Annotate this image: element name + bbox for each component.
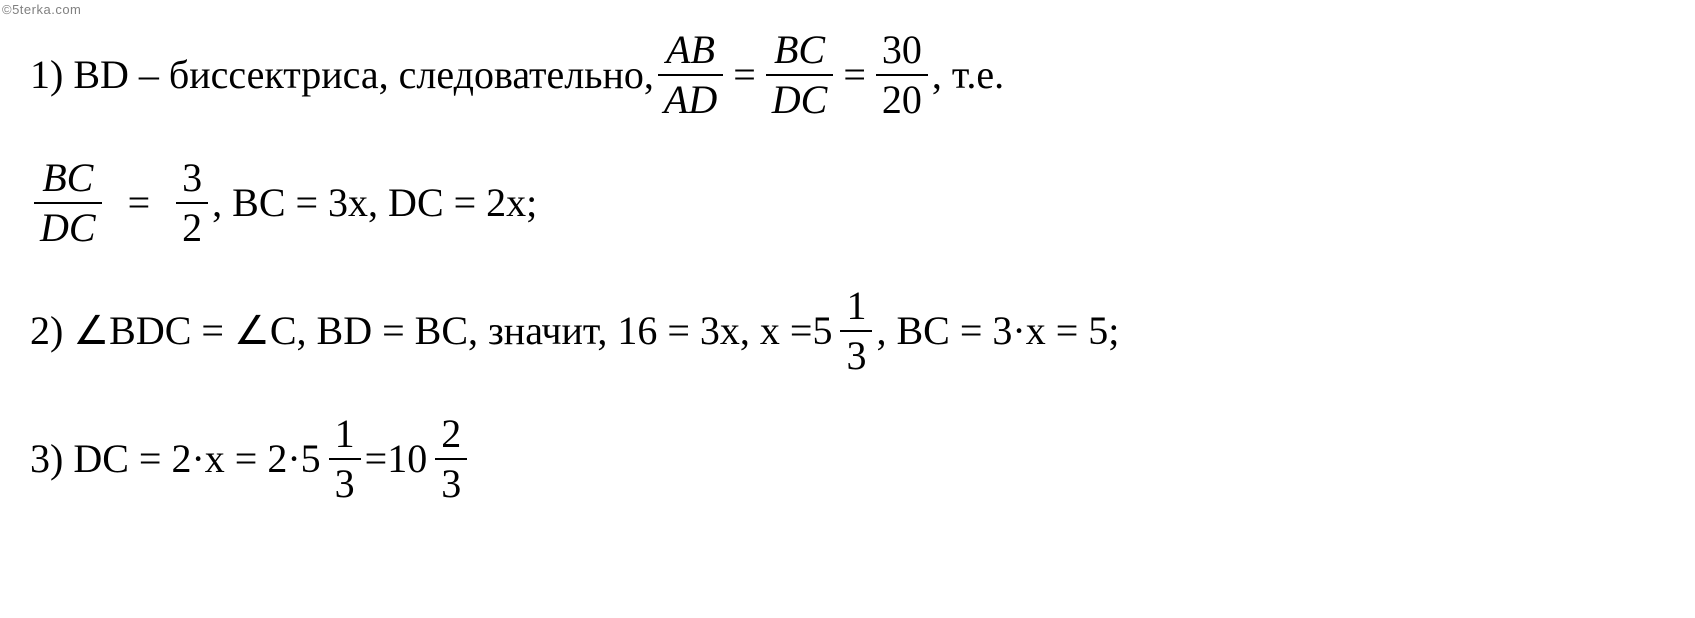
fraction-denominator: 3 [329, 462, 361, 506]
fraction-bar [766, 74, 834, 76]
fraction-denominator: 3 [840, 334, 872, 378]
fraction-numerator: 1 [840, 284, 872, 328]
fraction-bar [876, 74, 928, 76]
mixed-5-1-3: 5 1 3 [812, 284, 876, 378]
step-1-text-prefix: 1) BD – биссектриса, следовательно, [30, 55, 654, 95]
fraction-denominator: AD [658, 78, 723, 122]
fraction-denominator: 3 [435, 462, 467, 506]
watermark-text: ©5terka.com [2, 2, 81, 17]
fraction-bar [176, 202, 208, 204]
fraction-denominator: 2 [176, 206, 208, 250]
fraction-bar [329, 458, 361, 460]
step-2-text-a: 2) ∠BDC = ∠C, BD = BC, значит, 16 = 3x, … [30, 311, 812, 351]
mixed-whole: 5 [301, 439, 321, 479]
step-3-line: 3) DC = 2·x = 2· 5 1 3 = 10 2 3 [30, 412, 1119, 506]
mixed-whole: 10 [387, 439, 427, 479]
fraction-bc-dc: BC DC [766, 28, 834, 122]
fraction-3-2: 3 2 [176, 156, 208, 250]
fraction-numerator: BC [36, 156, 99, 200]
equals-sign: = [128, 183, 151, 223]
step-3-text-a: 3) DC = 2·x = 2· [30, 439, 301, 479]
fraction-numerator: AB [660, 28, 721, 72]
fraction-denominator: DC [766, 78, 834, 122]
fraction-numerator: 1 [329, 412, 361, 456]
math-solution-body: 1) BD – биссектриса, следовательно, AB A… [30, 28, 1119, 506]
fraction-denominator: 20 [876, 78, 928, 122]
equals-sign: = [843, 55, 866, 95]
step-2-line: 2) ∠BDC = ∠C, BD = BC, значит, 16 = 3x, … [30, 284, 1119, 378]
step-2-text-b: , BC = 3·x = 5; [876, 311, 1119, 351]
fraction-denominator: DC [34, 206, 102, 250]
fraction-bar [658, 74, 723, 76]
fraction-numerator: 2 [435, 412, 467, 456]
fraction-ab-ad: AB AD [658, 28, 723, 122]
fraction-bar [435, 458, 467, 460]
fraction-numerator: 3 [176, 156, 208, 200]
fraction-2-3: 2 3 [435, 412, 467, 506]
fraction-numerator: BC [768, 28, 831, 72]
step-1-line-2: BC DC = 3 2 , BC = 3x, DC = 2x; [30, 156, 1119, 250]
fraction-30-20: 30 20 [876, 28, 928, 122]
fraction-bar [34, 202, 102, 204]
equals-sign: = [733, 55, 756, 95]
fraction-1-3: 1 3 [840, 284, 872, 378]
fraction-bar [840, 330, 872, 332]
step-1-line-2-tail: , BC = 3x, DC = 2x; [212, 183, 537, 223]
step-1-line-1: 1) BD – биссектриса, следовательно, AB A… [30, 28, 1119, 122]
step-3-text-b: = [365, 439, 388, 479]
mixed-whole: 5 [812, 311, 832, 351]
fraction-bc-dc-2: BC DC [34, 156, 102, 250]
step-1-text-suffix: , т.е. [932, 55, 1004, 95]
mixed-10-2-3: 10 2 3 [387, 412, 471, 506]
fraction-numerator: 30 [876, 28, 928, 72]
mixed-5-1-3-b: 5 1 3 [301, 412, 365, 506]
fraction-1-3-b: 1 3 [329, 412, 361, 506]
